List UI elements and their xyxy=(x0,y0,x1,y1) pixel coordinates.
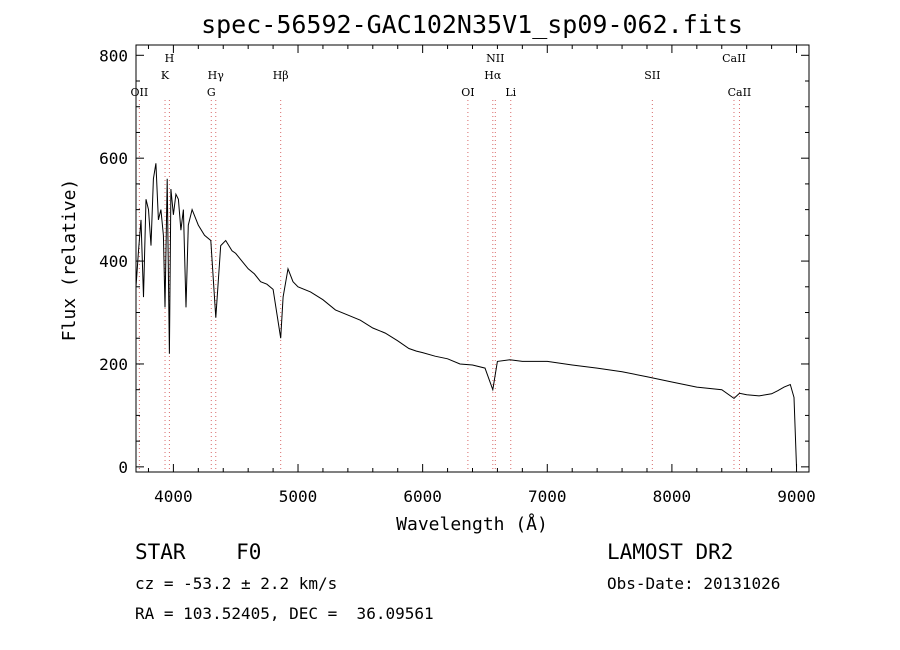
line-label: SII xyxy=(644,69,660,82)
line-label: Hγ xyxy=(208,69,225,82)
x-tick-label: 5000 xyxy=(279,487,318,506)
line-label: NII xyxy=(486,52,504,65)
x-axis-label: Wavelength (Å) xyxy=(396,513,548,535)
y-tick-label: 600 xyxy=(99,149,128,168)
object-class: STAR F0 xyxy=(135,540,262,564)
plot-frame xyxy=(135,44,810,473)
y-axis-label: Flux (relative) xyxy=(59,179,80,342)
spectrum-series-line xyxy=(135,163,797,467)
x-axis-ticks: 4000 5000 6000 7000 8000 9000 xyxy=(147,45,816,506)
line-label: Hα xyxy=(484,69,502,82)
chart-title: spec-56592-GAC102N35V1_sp09-062.fits xyxy=(201,10,743,39)
line-label: H xyxy=(165,52,175,65)
y-tick-label: 400 xyxy=(99,252,128,271)
x-tick-label: 9000 xyxy=(777,487,816,506)
y-tick-label: 200 xyxy=(99,355,128,374)
observation-date: Obs-Date: 20131026 xyxy=(607,574,781,593)
line-label: Hβ xyxy=(273,69,289,82)
line-label: OI xyxy=(461,86,474,99)
line-label: CaII xyxy=(728,86,752,99)
line-label: K xyxy=(161,69,170,82)
x-tick-label: 7000 xyxy=(528,487,567,506)
redshift-cz: cz = -53.2 ± 2.2 km/s xyxy=(135,574,338,593)
y-tick-label: 0 xyxy=(118,458,128,477)
x-tick-label: 4000 xyxy=(154,487,193,506)
line-label: Li xyxy=(505,86,516,99)
line-label: G xyxy=(207,86,216,99)
ra-dec-coordinates: RA = 103.52405, DEC = 36.09561 xyxy=(135,604,434,623)
y-axis-ticks: 0 200 400 600 800 xyxy=(99,46,809,477)
line-label: CaII xyxy=(722,52,746,65)
x-tick-label: 6000 xyxy=(403,487,442,506)
emission-line-labels: H NII CaII K Hγ Hβ Hα SII OII G OI Li CaII xyxy=(131,52,752,99)
emission-line-markers xyxy=(138,100,740,472)
line-label: OII xyxy=(131,86,149,99)
y-tick-label: 800 xyxy=(99,46,128,65)
x-tick-label: 8000 xyxy=(653,487,692,506)
survey-name: LAMOST DR2 xyxy=(607,540,734,564)
